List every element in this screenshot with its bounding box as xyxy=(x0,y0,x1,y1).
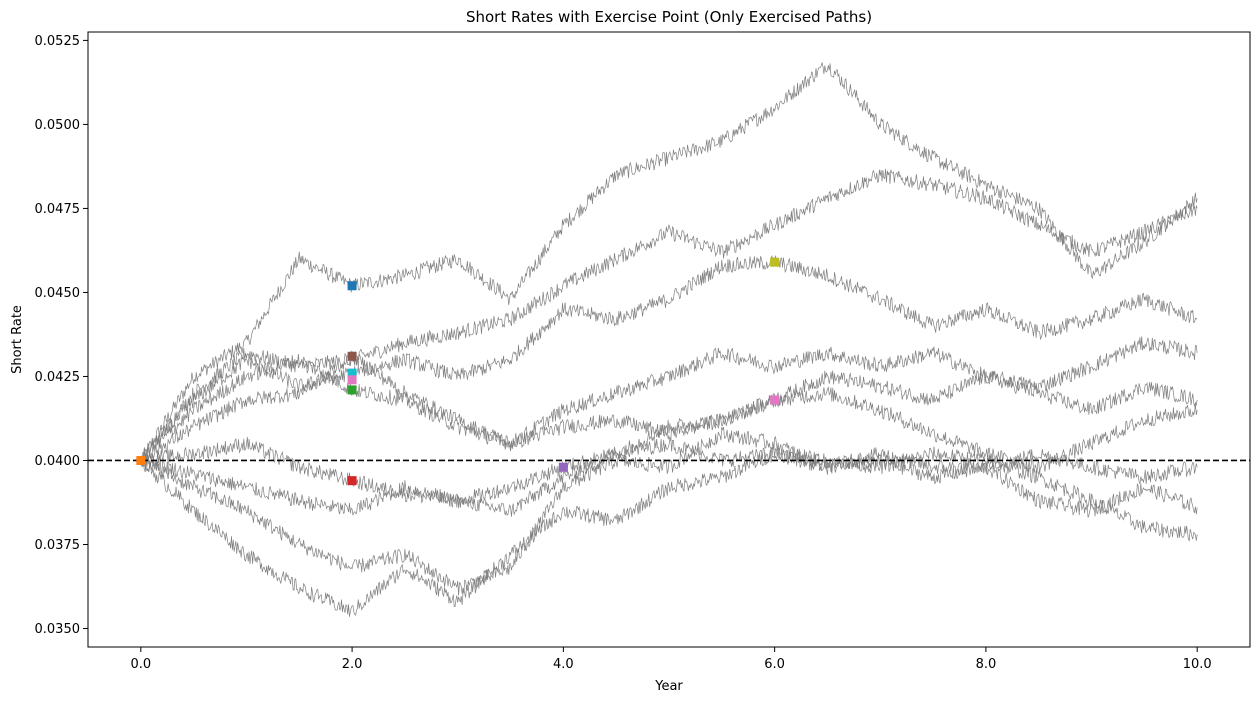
exercise-point-8 xyxy=(558,462,568,472)
y-tick-label: 0.0350 xyxy=(35,622,81,637)
x-tick-label: 10.0 xyxy=(1183,657,1212,672)
exercise-point-10 xyxy=(770,395,780,405)
exercise-point-2 xyxy=(347,281,357,291)
x-tick-label: 4.0 xyxy=(553,657,574,672)
exercise-point-9 xyxy=(770,257,780,267)
exercise-point-6 xyxy=(347,385,357,395)
y-tick-label: 0.0525 xyxy=(35,34,81,49)
paths-layer xyxy=(140,62,1198,617)
rate-path-1 xyxy=(140,62,1198,461)
exercise-point-7 xyxy=(347,476,357,486)
chart-title: Short Rates with Exercise Point (Only Ex… xyxy=(466,8,872,26)
y-tick-label: 0.0400 xyxy=(35,454,81,469)
rate-path-8 xyxy=(140,446,1198,617)
rate-path-5 xyxy=(140,350,1198,465)
y-tick-label: 0.0475 xyxy=(35,202,81,217)
x-tick-label: 8.0 xyxy=(976,657,997,672)
exercise-point-1 xyxy=(136,455,146,465)
rate-path-7 xyxy=(140,426,1198,596)
exercise-points-layer xyxy=(136,257,780,486)
rate-path-6 xyxy=(140,386,1198,517)
x-axis-ticks: 0.0 2.0 4.0 6.0 8.0 10.0 xyxy=(130,647,1212,672)
y-tick-label: 0.0375 xyxy=(35,538,81,553)
exercise-point-3 xyxy=(347,351,357,361)
y-axis-label: Short Rate xyxy=(10,305,25,374)
y-tick-label: 0.0450 xyxy=(35,286,81,301)
rate-path-4 xyxy=(140,336,1198,467)
y-axis-ticks: 0.0350 0.0375 0.0400 0.0425 0.0450 0.0475 0.05… xyxy=(35,34,88,637)
x-tick-label: 0.0 xyxy=(130,657,151,672)
x-tick-label: 6.0 xyxy=(764,657,785,672)
rate-path-9 xyxy=(140,436,1198,516)
plot-frame xyxy=(87,31,1251,648)
exercise-point-4 xyxy=(347,368,357,378)
rate-path-3 xyxy=(140,254,1198,461)
y-tick-label: 0.0425 xyxy=(35,370,81,385)
exercise-point-5 xyxy=(347,375,357,385)
x-tick-label: 2.0 xyxy=(342,657,363,672)
y-tick-label: 0.0500 xyxy=(35,118,81,133)
rate-path-2 xyxy=(140,168,1198,464)
x-axis-label: Year xyxy=(654,679,683,694)
